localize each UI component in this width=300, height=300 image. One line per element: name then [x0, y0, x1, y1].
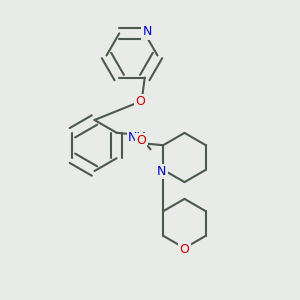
Text: O: O — [136, 134, 146, 147]
Text: O: O — [180, 243, 189, 256]
Text: N: N — [142, 26, 152, 38]
Text: O: O — [135, 95, 145, 108]
Text: N: N — [157, 165, 166, 178]
Text: NH: NH — [128, 131, 147, 144]
